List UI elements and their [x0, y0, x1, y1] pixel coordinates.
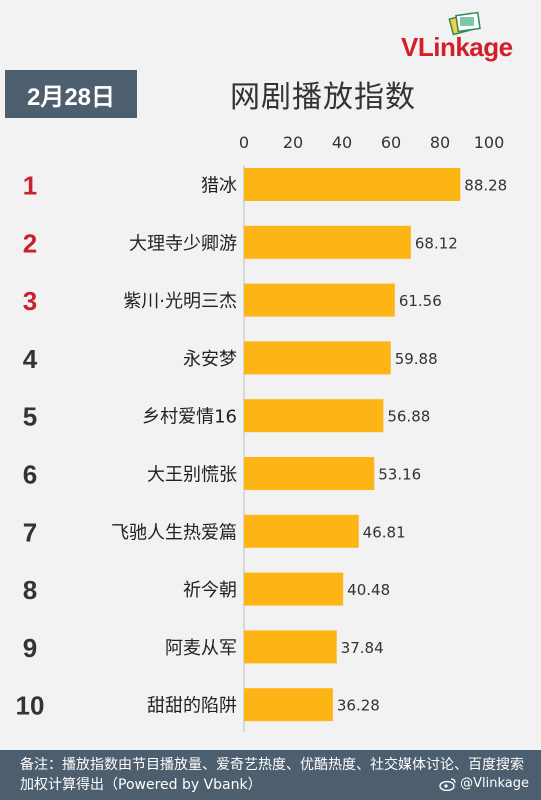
category-label: 猎冰: [201, 176, 237, 197]
bar-value-label: 56.88: [387, 408, 430, 426]
x-tick-label: 80: [430, 133, 450, 152]
rank-number: 1: [23, 171, 37, 201]
bar: [244, 168, 461, 201]
bar-value-label: 37.84: [341, 639, 384, 657]
watermark: @Vlinkage: [439, 776, 529, 791]
x-tick-label: 60: [381, 133, 401, 152]
rank-number: 10: [16, 691, 45, 721]
bar-value-label: 46.81: [363, 523, 406, 541]
bar-value-label: 61.56: [399, 292, 442, 310]
category-label: 大理寺少卿游: [129, 233, 237, 254]
category-label: 紫川·光明三杰: [123, 291, 237, 312]
footer: 备注：播放指数由节目播放量、爱奇艺热度、优酷热度、社交媒体讨论、百度搜索加权计算…: [0, 750, 541, 800]
bar-value-label: 40.48: [347, 581, 390, 599]
bar: [244, 399, 384, 433]
bar-value-label: 59.88: [395, 350, 438, 368]
watermark-text: @Vlinkage: [460, 776, 529, 791]
rank-number: 4: [23, 344, 38, 374]
bar: [244, 283, 395, 317]
category-label: 甜甜的陷阱: [147, 696, 237, 717]
bar-value-label: 53.16: [378, 466, 421, 484]
x-tick-label: 20: [283, 133, 303, 152]
weibo-icon: [439, 777, 456, 791]
rank-number: 9: [23, 633, 37, 663]
bar: [244, 572, 344, 606]
rank-number: 2: [23, 228, 37, 258]
chart-title: 网剧播放指数: [230, 80, 416, 115]
x-tick-label: 100: [474, 133, 505, 152]
rank-number: 8: [23, 575, 37, 605]
bar: [244, 688, 333, 722]
category-label: 祈今朝: [183, 580, 237, 601]
bar-value-label: 88.28: [464, 177, 507, 195]
rank-number: 5: [23, 402, 37, 432]
category-label: 大王别慌张: [147, 465, 237, 486]
bar: [244, 225, 411, 259]
bar-value-label: 68.12: [415, 234, 458, 252]
logo-text: VLinkage: [401, 32, 513, 62]
bar-chart: 0 20 40 60 80 100 88.28 猎冰 1 68.12 大理寺少卿游 2 61.56 紫川·…: [16, 133, 507, 732]
bar-value-label: 36.28: [337, 697, 380, 715]
category-label: 阿麦从军: [165, 638, 237, 659]
rank-number: 3: [23, 286, 37, 316]
footer-note: 备注：播放指数由节目播放量、爱奇艺热度、优酷热度、社交媒体讨论、百度搜索加权计算…: [20, 757, 524, 793]
bar: [244, 630, 337, 664]
category-label: 永安梦: [183, 349, 237, 370]
x-tick-label: 0: [239, 133, 249, 152]
bar: [244, 341, 391, 375]
date-badge: 2月28日: [5, 70, 137, 118]
bar: [244, 514, 359, 548]
rank-number: 6: [23, 460, 37, 490]
vlinkage-logo: VLinkage: [401, 10, 531, 62]
category-label: 飞驰人生热爱篇: [111, 522, 237, 543]
category-label: 乡村爱情16: [142, 407, 237, 428]
rank-number: 7: [23, 517, 37, 547]
x-tick-label: 40: [332, 133, 352, 152]
logo-cards-icon: [448, 11, 481, 36]
bar: [244, 457, 375, 490]
